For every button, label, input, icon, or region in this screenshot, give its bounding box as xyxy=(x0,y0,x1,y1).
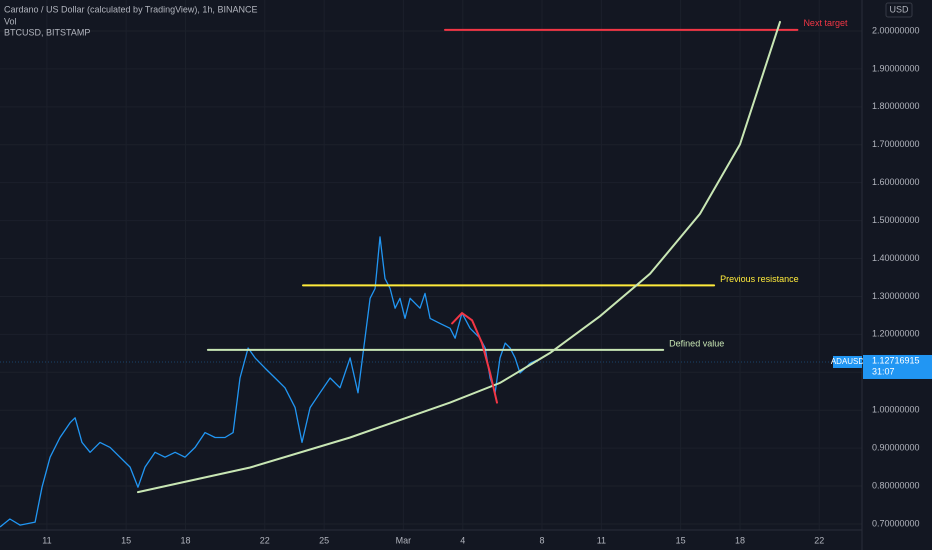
subtitle: Vol xyxy=(4,16,17,26)
drawing-label: Defined value xyxy=(669,338,724,348)
drawing-label: Previous resistance xyxy=(720,274,799,284)
x-tick-label: 22 xyxy=(814,535,824,545)
x-tick-label: 8 xyxy=(539,535,544,545)
price-box xyxy=(863,354,932,379)
y-tick-label: 1.60000000 xyxy=(872,177,920,187)
drawing-line xyxy=(451,311,498,404)
price-line xyxy=(0,236,538,528)
y-tick-label: 2.00000000 xyxy=(872,25,920,35)
y-tick-label: 1.40000000 xyxy=(872,253,920,263)
x-tick-label: 15 xyxy=(121,535,131,545)
countdown-label: 31:07 xyxy=(872,366,895,376)
x-tick-label: 25 xyxy=(319,535,329,545)
symbol-box xyxy=(833,355,862,368)
y-tick-label: 1.80000000 xyxy=(872,101,920,111)
x-tick-label: Mar xyxy=(396,535,412,545)
drawing-label: Next target xyxy=(803,18,848,28)
y-tick-label: 1.00000000 xyxy=(872,405,920,415)
x-tick-label: 18 xyxy=(181,535,191,545)
x-tick-label: 11 xyxy=(42,535,51,545)
x-tick-label: 4 xyxy=(460,535,465,545)
y-tick-label: 1.50000000 xyxy=(872,215,920,225)
subtitle: BTCUSD, BITSTAMP xyxy=(4,27,90,37)
symbol-label: ADAUSD xyxy=(831,357,865,366)
x-tick-label: 15 xyxy=(676,535,686,545)
y-tick-label: 1.70000000 xyxy=(872,139,920,149)
price-label: 1.12716915 xyxy=(872,355,920,365)
x-tick-label: 11 xyxy=(597,535,606,545)
grid xyxy=(0,0,862,530)
currency-button[interactable] xyxy=(885,2,913,18)
y-tick-label: 1.90000000 xyxy=(872,63,920,73)
x-tick-label: 18 xyxy=(735,535,745,545)
y-tick-label: 1.30000000 xyxy=(872,291,920,301)
currency-label[interactable]: USD xyxy=(889,4,909,14)
chart-title: Cardano / US Dollar (calculated by Tradi… xyxy=(4,4,257,14)
y-tick-label: 1.20000000 xyxy=(872,329,920,339)
y-tick-label: 0.70000000 xyxy=(872,518,920,528)
drawing-line xyxy=(137,20,781,494)
y-tick-label: 0.90000000 xyxy=(872,443,920,453)
x-tick-label: 22 xyxy=(260,535,270,545)
y-tick-label: 0.80000000 xyxy=(872,480,920,490)
